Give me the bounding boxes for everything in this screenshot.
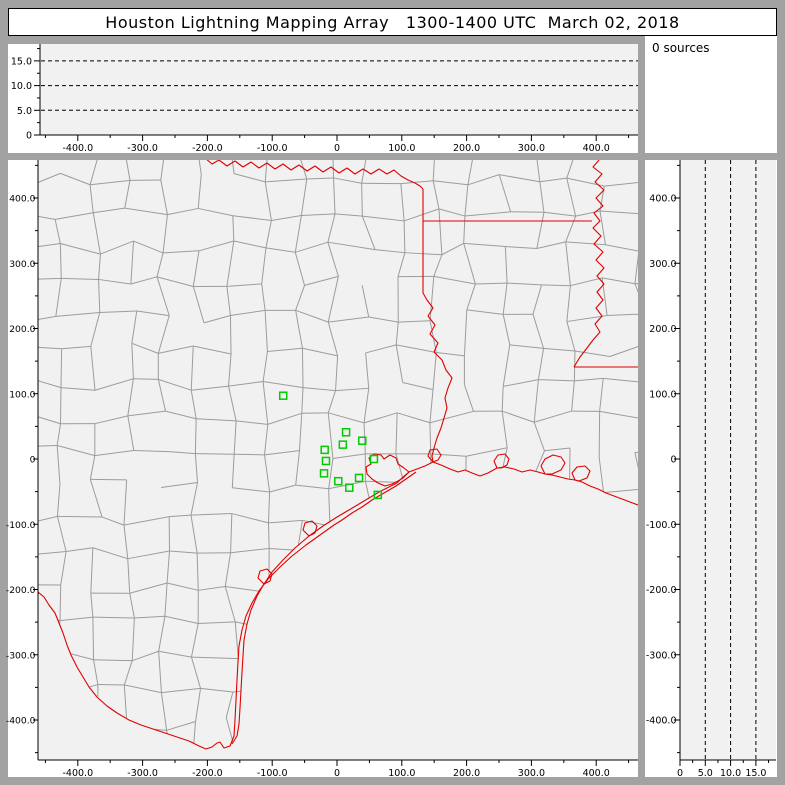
tick-label: -400.0 xyxy=(646,716,677,727)
sources-panel: 0 sources xyxy=(645,36,777,153)
red-border-path xyxy=(422,189,453,463)
tick-label: 200.0 xyxy=(9,324,35,335)
tick-label: 10.0 xyxy=(11,81,32,92)
tick-label: 100.0 xyxy=(388,768,415,779)
tick-label: 400.0 xyxy=(583,143,610,154)
tick-label: -300.0 xyxy=(127,768,158,779)
tick-label: -300.0 xyxy=(646,650,677,661)
tick-label: 200.0 xyxy=(649,324,676,335)
tick-label: 0 xyxy=(334,768,340,779)
lma-station-marker xyxy=(338,440,348,449)
lma-station-marker xyxy=(358,436,367,445)
tick-label: 200.0 xyxy=(453,768,480,779)
red-border-path xyxy=(573,160,605,368)
tick-label: 200.0 xyxy=(453,143,480,154)
tick-label: 5.0 xyxy=(698,768,713,779)
lma-station-marker xyxy=(354,473,364,483)
red-border-path xyxy=(206,160,424,190)
lma-station-marker xyxy=(341,427,351,437)
lma-station-marker xyxy=(321,456,331,466)
lma-station-marker xyxy=(278,391,288,400)
tick-label: -100.0 xyxy=(257,143,288,154)
tick-label: 400.0 xyxy=(649,194,676,205)
tick-label: 0 xyxy=(26,131,32,142)
tick-label: -400.0 xyxy=(62,768,93,779)
tick-label: -100.0 xyxy=(257,768,288,779)
red-border-path xyxy=(219,471,417,749)
red-border-path xyxy=(432,461,638,506)
lma-stations xyxy=(278,391,383,500)
tick-label: 100.0 xyxy=(388,143,415,154)
tick-label: 15.0 xyxy=(11,56,32,67)
lma-station-marker xyxy=(373,490,383,500)
tick-label: 5.0 xyxy=(17,106,32,117)
tick-label: 300.0 xyxy=(9,259,35,270)
tick-label: 300.0 xyxy=(518,768,545,779)
tick-label: 300.0 xyxy=(518,143,545,154)
state-borders-coastline xyxy=(38,160,638,750)
tick-label: 0 xyxy=(670,455,676,466)
tick-label: -200.0 xyxy=(6,585,36,596)
sources-count-label: 0 sources xyxy=(652,41,710,55)
tick-label: 15.0 xyxy=(745,768,766,779)
red-border-path xyxy=(302,520,318,537)
red-border-path xyxy=(540,454,566,475)
tick-label: -100.0 xyxy=(6,520,36,531)
alt-ns-panel: 0 5.0 10.0 15.0 400.0 300.0 200.0 100.0 0 -100.0 -… xyxy=(646,160,776,779)
alt-ew-panel: 0 5.0 10.0 15.0 -400.0 -300.0 -200.0 -100.0 0 100… xyxy=(11,44,638,154)
lma-station-marker xyxy=(319,469,329,478)
tick-label: -400.0 xyxy=(6,716,36,727)
tick-label: -200.0 xyxy=(646,585,677,596)
red-border-path xyxy=(38,591,221,750)
tick-label: 400.0 xyxy=(583,768,610,779)
lma-station-marker xyxy=(320,445,329,455)
tick-label: -100.0 xyxy=(646,520,677,531)
lma-station-marker xyxy=(334,476,343,486)
red-border-path xyxy=(365,453,410,487)
red-border-path xyxy=(257,568,273,585)
lma-station-marker xyxy=(345,483,354,492)
panel-backgrounds xyxy=(8,44,777,777)
tick-label: 0 xyxy=(677,768,683,779)
tick-label: 100.0 xyxy=(649,389,676,400)
red-border-path xyxy=(427,448,442,463)
tick-label: -200.0 xyxy=(192,143,223,154)
page-title: Houston Lightning Mapping Array 1300-140… xyxy=(105,12,680,32)
tick-label: 100.0 xyxy=(9,389,35,400)
title-bar: Houston Lightning Mapping Array 1300-140… xyxy=(8,8,777,36)
tick-label: 0 xyxy=(30,455,36,466)
tick-label: 0 xyxy=(334,143,340,154)
tick-label: -400.0 xyxy=(62,143,93,154)
tick-label: 10.0 xyxy=(720,768,741,779)
lma-station-marker xyxy=(369,454,379,464)
red-border-path xyxy=(493,453,510,469)
tick-label: -300.0 xyxy=(127,143,158,154)
tick-label: -200.0 xyxy=(192,768,223,779)
tick-label: 400.0 xyxy=(9,194,35,205)
tick-label: 300.0 xyxy=(649,259,676,270)
tick-label: -300.0 xyxy=(6,650,36,661)
red-border-path xyxy=(571,465,591,482)
